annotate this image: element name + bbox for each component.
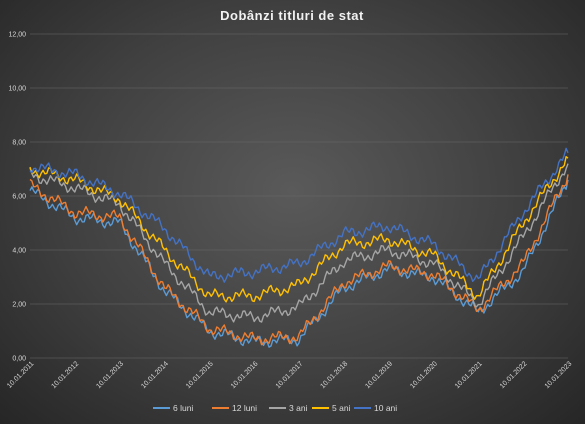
x-axis-ticks: 10.01.2011 10.01.2012 10.01.2013 10.01.2014… (6, 360, 573, 390)
x-tick-label: 10.01.2013 (95, 360, 125, 390)
series-line-10-ani (29, 147, 569, 283)
series-lines (29, 147, 569, 348)
x-tick-label: 10.01.2019 (364, 360, 394, 390)
y-tick-label: 0,00 (12, 356, 26, 363)
x-tick-label: 10.01.2014 (140, 360, 170, 390)
series-line-5-ani (29, 156, 569, 303)
x-tick-label: 10.01.2018 (320, 360, 350, 390)
legend-label: 10 ani (374, 403, 397, 413)
x-tick-label: 10.01.2016 (230, 360, 260, 390)
x-tick-label: 10.01.2021 (454, 360, 484, 390)
legend: 6 luni 12 luni 3 ani 5 ani 10 ani (153, 403, 397, 413)
y-tick-label: 12,00 (8, 32, 26, 39)
x-tick-label: 10.01.2020 (409, 360, 439, 390)
x-tick-label: 10.01.2012 (51, 360, 81, 390)
y-tick-label: 2,00 (12, 302, 26, 309)
x-tick-label: 10.01.2011 (6, 360, 35, 389)
x-tick-label: 10.01.2015 (185, 360, 215, 390)
x-tick-label: 10.01.2022 (499, 360, 529, 390)
y-tick-label: 6,00 (12, 194, 26, 201)
legend-label: 5 ani (332, 403, 351, 413)
legend-label: 12 luni (232, 403, 257, 413)
chart-title: Dobânzi titluri de stat (220, 8, 364, 23)
y-axis-ticks: 0,00 2,00 4,00 6,00 8,00 10,00 12,00 (8, 32, 26, 363)
gridlines (30, 33, 568, 359)
legend-label: 3 ani (289, 403, 308, 413)
series-line-3-ani (29, 163, 569, 323)
x-tick-label: 10.01.2023 (544, 360, 574, 390)
y-tick-label: 10,00 (8, 86, 26, 93)
y-tick-label: 4,00 (12, 248, 26, 255)
series-line-6-luni (29, 179, 569, 348)
series-line-12-luni (29, 174, 569, 346)
y-tick-label: 8,00 (12, 140, 26, 147)
x-tick-label: 10.01.2017 (275, 360, 305, 390)
legend-label: 6 luni (173, 403, 193, 413)
